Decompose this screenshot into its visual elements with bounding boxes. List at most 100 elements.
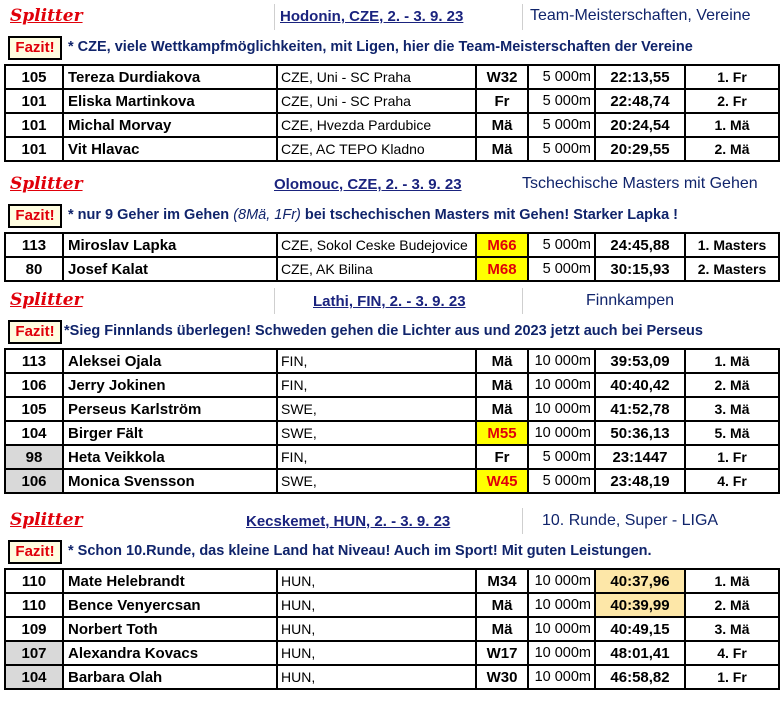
start-number: 101 (4, 112, 64, 138)
splitter-logo: Splitter (10, 174, 83, 194)
fazit-badge: Fazit! (8, 204, 62, 228)
table-row: 105 Tereza Durdiakova CZE, Uni - SC Prah… (4, 64, 780, 90)
time: 40:37,96 (594, 568, 686, 594)
club: FIN, (276, 348, 477, 374)
time: 22:48,74 (594, 88, 686, 114)
category: M66 (475, 232, 529, 258)
athlete-name: Perseus Karlström (62, 396, 278, 422)
distance: 10 000m (527, 616, 596, 642)
time: 39:53,09 (594, 348, 686, 374)
event-title: Lathi, FIN, 2. - 3. 9. 23 (313, 293, 466, 310)
rank: 1. Mä (684, 568, 780, 594)
start-number: 104 (4, 664, 64, 690)
table-row: 113 Miroslav Lapka CZE, Sokol Ceske Bude… (4, 232, 780, 258)
category: M68 (475, 256, 529, 282)
rank: 2. Mä (684, 136, 780, 162)
section-title: Tschechische Masters mit Gehen (522, 175, 758, 192)
time: 40:49,15 (594, 616, 686, 642)
fazit-text-part: * nur 9 Geher im Gehen (68, 207, 234, 223)
section-header-lathi: Splitter Lathi, FIN, 2. - 3. 9. 23 Finnk… (4, 288, 780, 314)
start-number: 106 (4, 372, 64, 398)
time: 40:40,42 (594, 372, 686, 398)
athlete-name: Eliska Martinkova (62, 88, 278, 114)
divider (274, 288, 275, 314)
time: 23:1447 (594, 444, 686, 470)
start-number: 101 (4, 88, 64, 114)
table-row: 110 Mate Helebrandt HUN, M34 10 000m 40:… (4, 568, 780, 594)
distance: 5 000m (527, 444, 596, 470)
rank: 1. Mä (684, 348, 780, 374)
athlete-name: Miroslav Lapka (62, 232, 278, 258)
divider (274, 4, 275, 30)
table-row: 101 Michal Morvay CZE, Hvezda Pardubice … (4, 112, 780, 138)
table-row: 106 Monica Svensson SWE, W45 5 000m 23:4… (4, 468, 780, 494)
rank: 3. Mä (684, 396, 780, 422)
section-header-kecskemet: Splitter Kecskemet, HUN, 2. - 3. 9. 23 1… (4, 508, 780, 534)
club: SWE, (276, 420, 477, 446)
club: CZE, AC TEPO Kladno (276, 136, 477, 162)
rank: 1. Fr (684, 444, 780, 470)
rank: 2. Mä (684, 592, 780, 618)
time: 20:24,54 (594, 112, 686, 138)
section-title: Team-Meisterschaften, Vereine (530, 7, 751, 24)
rank: 1. Masters (684, 232, 780, 258)
category: M55 (475, 420, 529, 446)
divider (522, 4, 523, 30)
distance: 5 000m (527, 232, 596, 258)
distance: 5 000m (527, 136, 596, 162)
athlete-name: Mate Helebrandt (62, 568, 278, 594)
distance: 10 000m (527, 420, 596, 446)
category: Mä (475, 136, 529, 162)
fazit-row: Fazit! *Sieg Finnlands überlegen! Schwed… (4, 318, 780, 346)
club: CZE, Uni - SC Praha (276, 88, 477, 114)
fazit-badge: Fazit! (8, 540, 62, 564)
fazit-text-italic: (8Mä, 1Fr) (233, 207, 301, 223)
section-title: Finnkampen (586, 292, 675, 309)
section-title: 10. Runde, Super - LIGA (542, 512, 719, 529)
athlete-name: Michal Morvay (62, 112, 278, 138)
fazit-row: Fazit! * CZE, viele Wettkampfmöglichkeit… (4, 34, 780, 62)
rank: 2. Fr (684, 88, 780, 114)
athlete-name: Tereza Durdiakova (62, 64, 278, 90)
divider (522, 508, 523, 534)
athlete-name: Monica Svensson (62, 468, 278, 494)
fazit-text: * CZE, viele Wettkampfmöglichkeiten, mit… (68, 39, 693, 55)
club: CZE, Sokol Ceske Budejovice (276, 232, 477, 258)
start-number: 98 (4, 444, 64, 470)
category: W17 (475, 640, 529, 666)
club: FIN, (276, 444, 477, 470)
distance: 10 000m (527, 372, 596, 398)
table-row: 104 Birger Fält SWE, M55 10 000m 50:36,1… (4, 420, 780, 446)
athlete-name: Heta Veikkola (62, 444, 278, 470)
table-row: 98 Heta Veikkola FIN, Fr 5 000m 23:1447 … (4, 444, 780, 470)
club: SWE, (276, 468, 477, 494)
event-title: Olomouc, CZE, 2. - 3. 9. 23 (274, 176, 462, 193)
section-header-olomouc: Splitter Olomouc, CZE, 2. - 3. 9. 23 Tsc… (4, 172, 780, 198)
club: HUN, (276, 616, 477, 642)
category: Mä (475, 616, 529, 642)
rank: 5. Mä (684, 420, 780, 446)
start-number: 113 (4, 232, 64, 258)
start-number: 105 (4, 64, 64, 90)
club: CZE, AK Bilina (276, 256, 477, 282)
results-table-hodonin: 105 Tereza Durdiakova CZE, Uni - SC Prah… (4, 64, 780, 162)
start-number: 104 (4, 420, 64, 446)
club: HUN, (276, 640, 477, 666)
club: SWE, (276, 396, 477, 422)
time: 48:01,41 (594, 640, 686, 666)
category: Mä (475, 592, 529, 618)
athlete-name: Jerry Jokinen (62, 372, 278, 398)
distance: 10 000m (527, 396, 596, 422)
results-table-olomouc: 113 Miroslav Lapka CZE, Sokol Ceske Bude… (4, 232, 780, 282)
distance: 5 000m (527, 112, 596, 138)
category: Fr (475, 88, 529, 114)
time: 41:52,78 (594, 396, 686, 422)
start-number: 80 (4, 256, 64, 282)
start-number: 109 (4, 616, 64, 642)
table-row: 106 Jerry Jokinen FIN, Mä 10 000m 40:40,… (4, 372, 780, 398)
fazit-text: * Schon 10.Runde, das kleine Land hat Ni… (68, 543, 652, 559)
category: Fr (475, 444, 529, 470)
rank: 2. Masters (684, 256, 780, 282)
category: W45 (475, 468, 529, 494)
time: 40:39,99 (594, 592, 686, 618)
